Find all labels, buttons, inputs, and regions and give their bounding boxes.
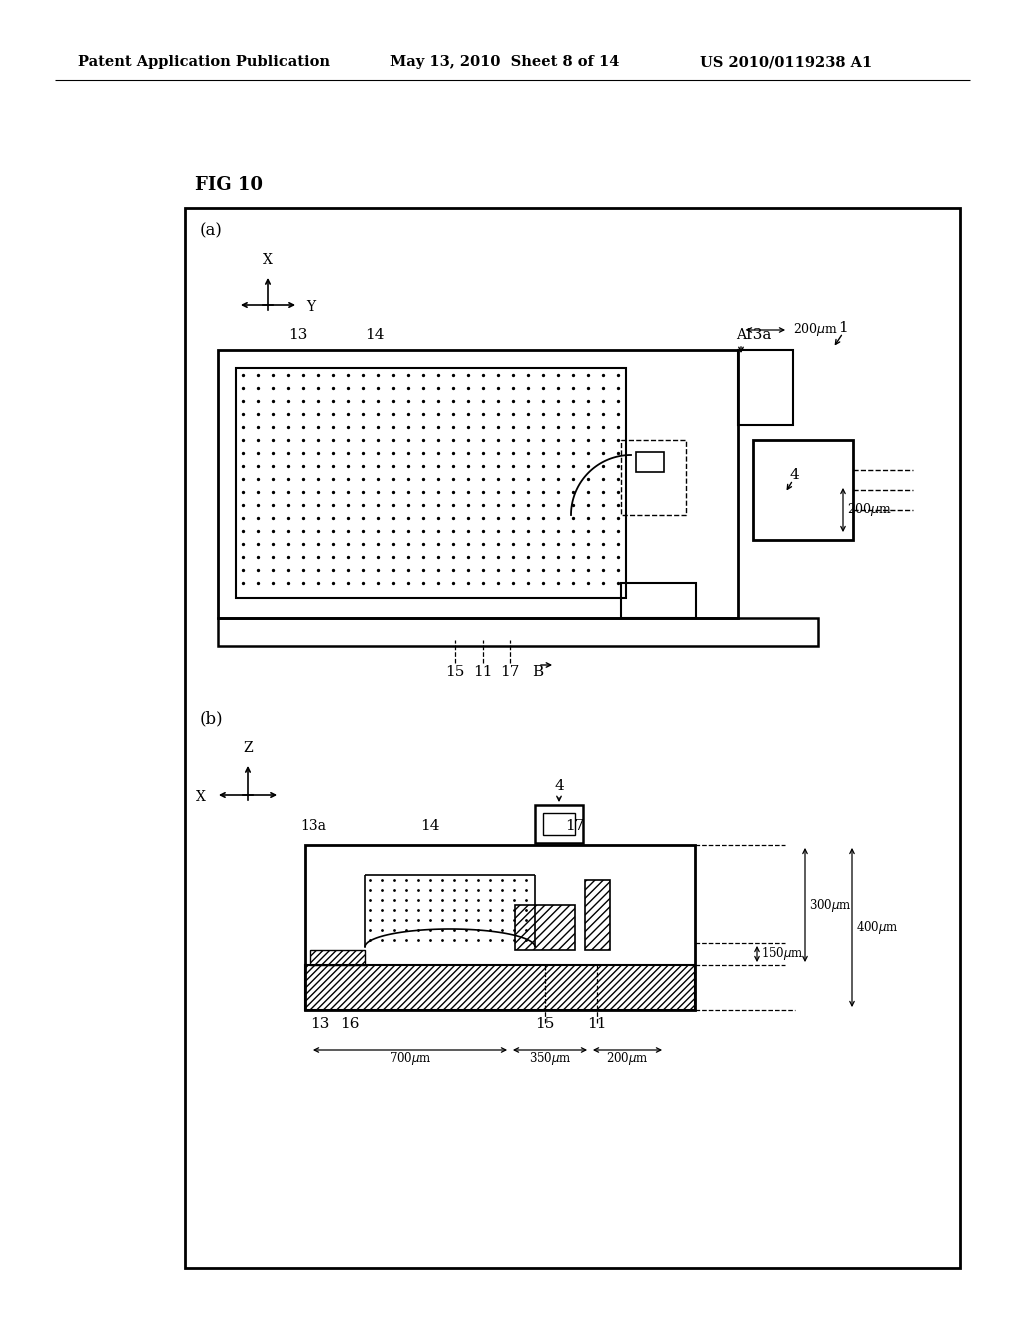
Bar	[621, 440, 686, 515]
Text: 700$\mu$m: 700$\mu$m	[389, 1049, 431, 1067]
Bar	[621, 583, 696, 618]
Text: 17: 17	[565, 818, 585, 833]
Text: 11: 11	[587, 1016, 607, 1031]
Text: 4: 4	[790, 469, 800, 482]
Text: (b): (b)	[200, 710, 223, 727]
Bar	[585, 880, 610, 950]
Text: May 13, 2010  Sheet 8 of 14: May 13, 2010 Sheet 8 of 14	[390, 55, 620, 69]
Bar	[310, 950, 365, 965]
Bar	[543, 813, 575, 836]
Bar	[535, 805, 583, 843]
Text: 300$\mu$m: 300$\mu$m	[809, 896, 852, 913]
Bar	[236, 368, 626, 598]
Text: (a): (a)	[200, 222, 223, 239]
Bar	[305, 965, 695, 1010]
Text: 15: 15	[445, 665, 465, 678]
Text: Z: Z	[243, 741, 253, 755]
Text: X: X	[197, 789, 206, 804]
Text: 13: 13	[289, 327, 307, 342]
Text: US 2010/0119238 A1: US 2010/0119238 A1	[700, 55, 872, 69]
Text: FIG 10: FIG 10	[195, 176, 263, 194]
Bar	[218, 350, 738, 618]
Text: A: A	[736, 327, 746, 342]
Text: 200$\mu$m: 200$\mu$m	[605, 1049, 648, 1067]
Text: 15: 15	[536, 1016, 555, 1031]
Text: 350$\mu$m: 350$\mu$m	[528, 1049, 571, 1067]
Text: 14: 14	[366, 327, 385, 342]
Bar	[738, 350, 793, 425]
Text: 11: 11	[473, 665, 493, 678]
Bar	[753, 440, 853, 540]
Text: X: X	[263, 253, 273, 267]
Text: 13a: 13a	[743, 327, 771, 342]
Bar	[218, 618, 818, 645]
Text: 13: 13	[310, 1016, 330, 1031]
Text: 150$\mu$m: 150$\mu$m	[761, 945, 804, 962]
Text: 200$\mu$m: 200$\mu$m	[793, 322, 839, 338]
Text: Patent Application Publication: Patent Application Publication	[78, 55, 330, 69]
Bar	[185, 209, 961, 1269]
Text: 1: 1	[838, 321, 848, 335]
Text: 13a: 13a	[300, 818, 326, 833]
Text: B: B	[532, 665, 544, 678]
Text: 14: 14	[420, 818, 439, 833]
Bar	[515, 906, 575, 950]
Text: 200$\mu$m: 200$\mu$m	[847, 502, 892, 519]
Text: 400$\mu$m: 400$\mu$m	[856, 919, 899, 936]
Text: 4: 4	[554, 779, 564, 793]
Bar	[305, 845, 695, 1010]
Text: Y: Y	[306, 300, 315, 314]
Bar	[636, 451, 664, 473]
Text: 17: 17	[501, 665, 520, 678]
Text: 16: 16	[340, 1016, 359, 1031]
